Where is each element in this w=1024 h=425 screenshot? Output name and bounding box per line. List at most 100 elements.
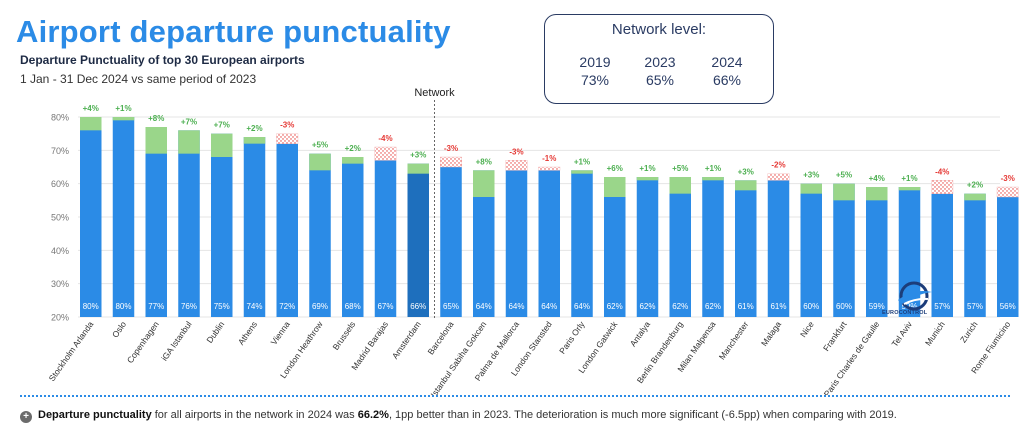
change-label: +1% <box>115 104 131 113</box>
bar-improvement-segment <box>669 177 691 194</box>
bar-2024 <box>604 177 626 317</box>
bar-value-label: 65% <box>443 302 459 311</box>
bar-improvement-segment <box>604 177 626 197</box>
network-col-2024: 2024 66% <box>697 53 757 89</box>
bar-improvement-segment <box>898 187 921 191</box>
bar-2024 <box>669 177 691 317</box>
bar-improvement-segment <box>178 130 200 154</box>
y-tick-label: 20% <box>51 313 69 323</box>
change-label: +8% <box>476 157 492 166</box>
x-category-label: iGA Istanbul <box>159 319 194 362</box>
y-tick-label: 30% <box>51 279 69 289</box>
bar-value-label: 76% <box>181 302 197 311</box>
bar-decline-segment <box>931 180 954 194</box>
bar-value-label: 61% <box>770 302 786 311</box>
bar-2024 <box>931 193 953 317</box>
bar-value-label: 62% <box>672 302 688 311</box>
x-category-label: Athens <box>236 319 259 346</box>
x-category-label: Dublin <box>204 319 226 345</box>
change-label: +2% <box>967 181 983 190</box>
bar-improvement-segment <box>145 127 167 154</box>
x-category-label: Copenhagen <box>125 319 161 365</box>
change-label: +5% <box>836 171 852 180</box>
bar-improvement-segment <box>800 183 822 194</box>
change-label: +2% <box>345 144 361 153</box>
x-category-label: Brussels <box>331 319 358 351</box>
change-label: +5% <box>312 141 328 150</box>
change-label: +8% <box>148 114 164 123</box>
bar-value-label: 57% <box>967 302 983 311</box>
bar-value-label: 68% <box>345 302 361 311</box>
bar-value-label: 56% <box>1000 302 1016 311</box>
x-category-label: Stockholm Arlanda <box>47 319 96 383</box>
bar-2024 <box>767 180 790 317</box>
change-label: +1% <box>901 174 917 183</box>
change-label: +7% <box>214 121 230 130</box>
change-label: +3% <box>410 151 426 160</box>
bar-2024 <box>866 187 888 317</box>
bar-value-label: 72% <box>279 302 295 311</box>
bar-value-label: 80% <box>115 302 131 311</box>
network-col-2023: 2023 65% <box>630 53 690 89</box>
bar-2024 <box>702 177 724 317</box>
bar-improvement-segment <box>112 117 135 121</box>
x-category-label: Barcelona <box>425 319 455 356</box>
bar-2024 <box>145 127 167 317</box>
bar-value-label: 62% <box>639 302 655 311</box>
bar-value-label: 77% <box>148 302 164 311</box>
bar-value-label: 59% <box>869 302 885 311</box>
footnote: + Departure punctuality for all airports … <box>20 409 897 423</box>
bar-decline-segment <box>374 146 397 161</box>
network-year: 2023 <box>644 54 676 70</box>
bar-2024 <box>178 130 200 317</box>
x-category-label: Nice <box>798 319 816 339</box>
bar-decline-segment <box>276 133 299 144</box>
bar-improvement-segment <box>211 133 233 157</box>
change-label: +7% <box>181 117 197 126</box>
footnote-text-a: for all airports in the network in 2024 … <box>151 409 358 421</box>
bar-improvement-segment <box>735 180 757 191</box>
bar-improvement-segment <box>866 187 888 201</box>
bar-2024 <box>505 170 528 317</box>
bar-2024 <box>571 170 593 317</box>
change-label: +3% <box>738 167 754 176</box>
bar-decline-segment <box>505 160 528 171</box>
divider <box>20 395 1010 397</box>
change-label: +3% <box>803 171 819 180</box>
bar-2024 <box>80 117 102 317</box>
x-category-label: Malaga <box>759 319 783 348</box>
bar-value-label: 64% <box>508 302 524 311</box>
bar-value-label: 75% <box>214 302 230 311</box>
bar-value-label: 66% <box>410 302 426 311</box>
bar-decline-segment <box>767 173 790 181</box>
change-label: -3% <box>444 144 458 153</box>
x-category-label: Frankfurt <box>821 319 849 353</box>
bar-value-label: 64% <box>541 302 557 311</box>
x-category-label: Amsterdam <box>390 319 423 360</box>
period-label: 1 Jan - 31 Dec 2024 vs same period of 20… <box>20 72 257 86</box>
bar-value-label: 64% <box>476 302 492 311</box>
change-label: -4% <box>935 167 949 176</box>
chart-subtitle: Departure Punctuality of top 30 European… <box>20 53 305 67</box>
change-label: -3% <box>1001 174 1015 183</box>
network-year: 2024 <box>711 54 743 70</box>
y-tick-label: 60% <box>51 179 69 189</box>
bar-2024 <box>243 137 266 317</box>
eurocontrol-logo-icon <box>894 280 934 320</box>
bar-value-label: 62% <box>607 302 623 311</box>
change-label: +6% <box>607 164 623 173</box>
bar-2024 <box>833 183 855 317</box>
bar-decline-segment <box>538 166 561 171</box>
bar-2024 <box>276 143 298 317</box>
bar-value-label: 64% <box>574 302 590 311</box>
bar-value-label: 80% <box>83 302 99 311</box>
bar-value-label: 74% <box>246 302 262 311</box>
plus-icon: + <box>20 411 32 423</box>
bar-2024 <box>342 157 364 317</box>
network-level-box: Network level: 2019 73% 2023 65% 2024 66… <box>544 14 774 104</box>
bar-value-label: 60% <box>836 302 852 311</box>
bar-value-label: 69% <box>312 302 328 311</box>
bar-2024 <box>636 177 659 317</box>
punctuality-bar-chart: 20% 30% 40% 50% 60% 70% 80% +4% 80% Stockholm Ar… <box>47 87 1024 395</box>
bar-improvement-segment <box>571 170 593 174</box>
